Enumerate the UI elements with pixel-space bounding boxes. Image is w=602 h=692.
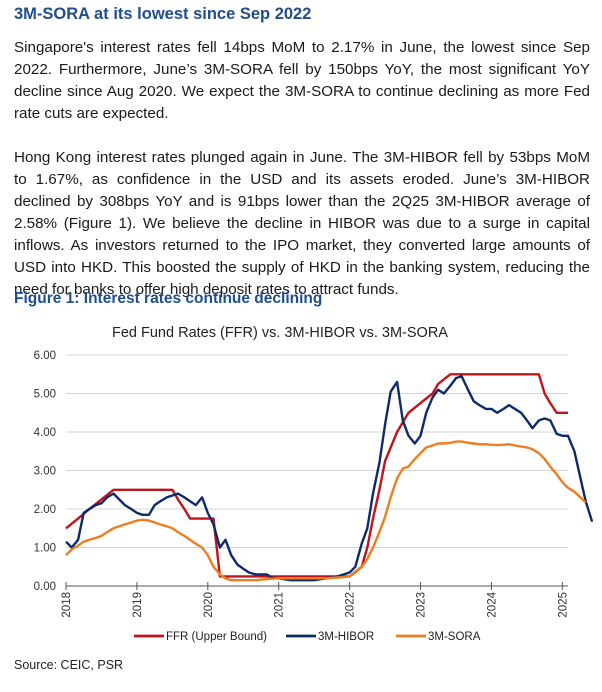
y-tick-label: 3.00 [34, 466, 56, 478]
figure-title: Figure 1: Interest rates continue declin… [14, 290, 323, 307]
x-axis: 2018 2019 2020 2021 2022 2023 2024 2025 [61, 582, 569, 618]
y-tick-label: 4.00 [34, 427, 56, 439]
chart-title: Fed Fund Rates (FFR) vs. 3M-HIBOR vs. 3M… [112, 325, 448, 341]
y-tick-label: 0.00 [34, 581, 56, 593]
x-tick-label: 2019 [132, 592, 144, 618]
series-line-ffr-upper-bound [65, 373, 568, 578]
x-tick-label: 2025 [557, 592, 569, 618]
x-tick-label: 2020 [203, 592, 215, 618]
x-tick-label: 2024 [486, 591, 498, 617]
x-tick-label: 2021 [274, 592, 286, 618]
legend-label: FFR (Upper Bound) [166, 631, 267, 643]
y-axis-ticks: 0.00 1.00 2.00 3.00 4.00 5.00 6.00 [34, 350, 56, 593]
y-tick-label: 6.00 [34, 350, 56, 362]
chart-legend: FFR (Upper Bound) 3M-HIBOR 3M-SORA [134, 631, 481, 643]
paragraph-singapore: Singapore's interest rates fell 14bps Mo… [14, 39, 590, 122]
section-heading: 3M-SORA at its lowest since Sep 2022 [14, 5, 312, 23]
line-chart: Fed Fund Rates (FFR) vs. 3M-HIBOR vs. 3M… [34, 325, 594, 643]
source-note: Source: CEIC, PSR [14, 658, 124, 672]
chart-container: Fed Fund Rates (FFR) vs. 3M-HIBOR vs. 3M… [0, 312, 602, 652]
y-tick-label: 2.00 [34, 504, 56, 516]
series-lines [65, 373, 594, 582]
series-line-3m-sora [65, 440, 587, 582]
x-tick-label: 2018 [61, 592, 73, 618]
y-tick-label: 1.00 [34, 543, 56, 555]
chart-gridlines [66, 354, 568, 548]
paragraph-hong-kong: Hong Kong interest rates plunged again i… [14, 149, 590, 298]
series-line-3m-hibor [65, 375, 594, 582]
legend-label: 3M-HIBOR [318, 631, 374, 643]
x-tick-label: 2022 [345, 592, 357, 618]
legend-label: 3M-SORA [428, 631, 481, 643]
x-tick-label: 2023 [416, 592, 428, 618]
y-tick-label: 5.00 [34, 389, 56, 401]
